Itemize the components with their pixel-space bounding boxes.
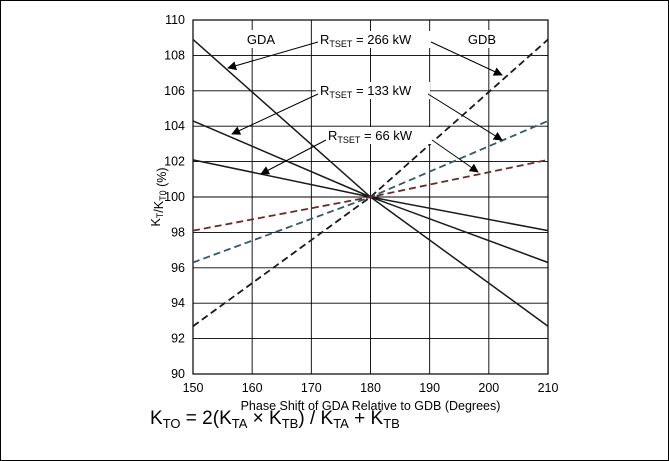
kto-formula: KTO = 2(KTA × KTB) / KTA + KTB xyxy=(150,408,400,431)
region-label-gda: GDA xyxy=(247,32,276,47)
y-tick-label: 100 xyxy=(164,190,185,204)
rtset-annotation-base: R xyxy=(328,128,337,143)
y-tick-label: 108 xyxy=(164,48,185,62)
rtset-annotation-value: = 133 kW xyxy=(352,83,412,98)
formula-part-2: × K xyxy=(247,408,282,429)
y-axis-label-sub: T xyxy=(155,212,165,218)
y-axis-label-sub: T0 xyxy=(158,190,168,201)
rtset-annotation-base: R xyxy=(320,83,329,98)
rtset-annotation-value: = 66 kW xyxy=(360,128,412,143)
rtset-annotation-sub: TSET xyxy=(329,39,353,49)
formula-part-1: = 2(K xyxy=(180,408,232,429)
annotation-bg xyxy=(316,31,434,48)
x-axis-label: Phase Shift of GDA Relative to GDB (Degr… xyxy=(241,399,501,413)
formula-lhs-sub: TO xyxy=(162,416,181,431)
y-tick-label: 110 xyxy=(165,13,185,27)
annotation-arrow xyxy=(427,93,503,141)
rtset-annotation-sub: TSET xyxy=(337,135,361,145)
rtset-annotation: RTSET = 133 kW xyxy=(320,83,412,100)
y-tick-label: 90 xyxy=(171,367,185,381)
annotation-arrow xyxy=(430,41,503,76)
annotation-arrow xyxy=(231,93,319,135)
annotation-arrow xyxy=(227,41,319,71)
rtset-annotation-sub: TSET xyxy=(329,90,353,100)
annotation-bg xyxy=(324,127,434,144)
formula-part-3: ) / K xyxy=(298,408,334,429)
region-label-bg xyxy=(240,30,282,48)
x-tick-label: 210 xyxy=(538,381,559,395)
y-axis-label-part: /K xyxy=(152,200,166,212)
y-axis-label-part: (%) xyxy=(155,167,169,190)
x-tick-label: 180 xyxy=(360,381,381,395)
y-tick-label: 106 xyxy=(164,84,185,98)
y-tick-label: 102 xyxy=(164,155,185,169)
rtset-annotation: RTSET = 266 kW xyxy=(320,32,412,49)
y-tick-label: 98 xyxy=(171,225,185,239)
annotation-bg xyxy=(316,82,430,99)
x-tick-label: 150 xyxy=(183,381,204,395)
y-tick-label: 96 xyxy=(171,261,185,275)
gdb-line xyxy=(192,38,549,327)
formula-lhs: K xyxy=(150,408,163,429)
y-tick-label: 94 xyxy=(171,296,185,310)
y-tick-label: 92 xyxy=(171,332,185,346)
formula-part-4: + K xyxy=(348,408,384,429)
x-tick-label: 170 xyxy=(301,381,322,395)
y-axis-label-part: K xyxy=(149,218,163,227)
formula-sub-2: TB xyxy=(281,416,299,431)
x-tick-label: 190 xyxy=(419,381,440,395)
annotation-arrow xyxy=(260,139,327,175)
formula-sub-4: TB xyxy=(383,416,400,431)
y-tick-label: 104 xyxy=(164,119,185,133)
region-label-gdb: GDB xyxy=(468,32,496,47)
x-tick-label: 200 xyxy=(478,381,499,395)
region-label-bg xyxy=(460,30,504,48)
annotation-arrow xyxy=(431,139,479,173)
rtset-annotation-value: = 266 kW xyxy=(352,32,412,47)
x-tick-label: 160 xyxy=(242,381,263,395)
rtset-annotation: RTSET = 66 kW xyxy=(328,128,413,145)
gdb-line xyxy=(192,158,549,232)
rtset-annotation-base: R xyxy=(320,32,329,47)
y-axis-label: KT/KT0 (%) xyxy=(149,167,169,226)
formula-sub-1: TA xyxy=(231,416,248,431)
formula-sub-3: TA xyxy=(333,416,349,431)
